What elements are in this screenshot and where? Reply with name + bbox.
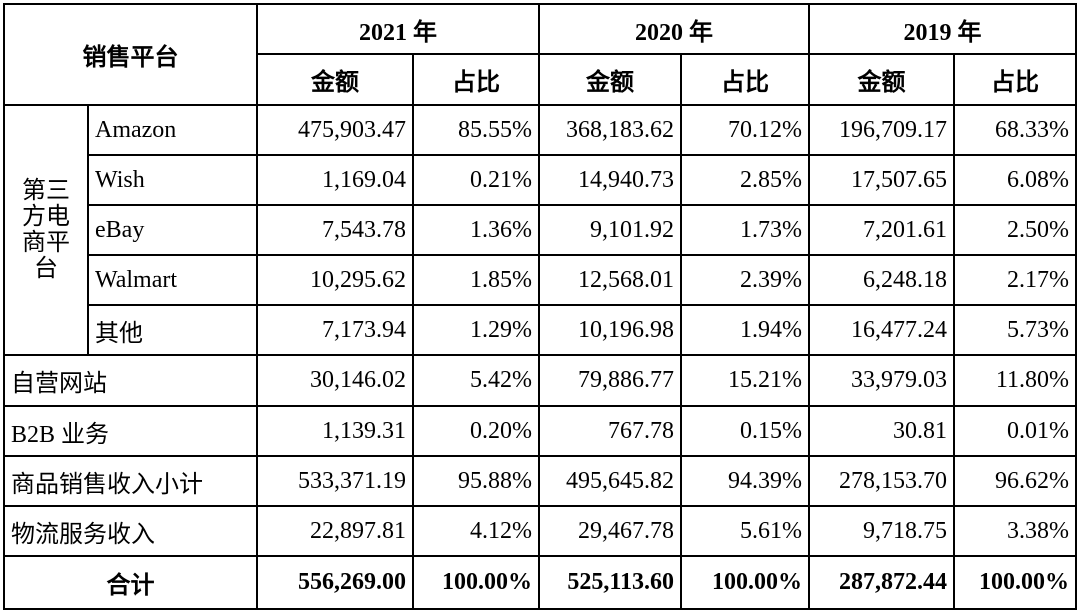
header-row-years: 销售平台 2021 年 2020 年 2019 年 [3, 3, 1077, 106]
total-value: 100.00% [680, 555, 810, 610]
year-header-2021: 2021 年 [256, 3, 540, 55]
cell-value: 1.85% [412, 254, 540, 306]
cell-value: 1.29% [412, 304, 540, 356]
cell-value: 79,886.77 [538, 354, 682, 407]
total-row: 合计 556,269.00 100.00% 525,113.60 100.00%… [3, 555, 1077, 610]
cell-value: 85.55% [412, 104, 540, 156]
total-value: 556,269.00 [256, 555, 414, 610]
total-value: 100.00% [412, 555, 540, 610]
table-row: eBay 7,543.78 1.36% 9,101.92 1.73% 7,201… [4, 204, 1077, 256]
cell-value: 4.12% [412, 505, 540, 557]
cell-value: 14,940.73 [538, 154, 682, 206]
cell-value: 10,295.62 [256, 254, 414, 306]
cell-value: 94.39% [680, 455, 810, 507]
cell-value: 6.08% [953, 154, 1077, 206]
row-label: Walmart [87, 254, 258, 306]
ratio-header: 占比 [680, 53, 810, 106]
row-label: 商品销售收入小计 [3, 455, 258, 507]
table-row: 商品销售收入小计 533,371.19 95.88% 495,645.82 94… [3, 455, 1077, 507]
ratio-header: 占比 [953, 53, 1077, 106]
cell-value: 278,153.70 [808, 455, 955, 507]
cell-value: 2.39% [680, 254, 810, 306]
cell-value: 368,183.62 [538, 104, 682, 156]
total-value: 287,872.44 [808, 555, 955, 610]
cell-value: 475,903.47 [256, 104, 414, 156]
row-label: Wish [87, 154, 258, 206]
sales-platform-table: 销售平台 2021 年 2020 年 2019 年 金额 占比 金额 占比 金额… [3, 3, 1077, 610]
table-row: Walmart 10,295.62 1.85% 12,568.01 2.39% … [4, 254, 1077, 306]
total-label: 合计 [3, 555, 258, 610]
cell-value: 1,169.04 [256, 154, 414, 206]
cell-value: 767.78 [538, 405, 682, 457]
cell-value: 9,101.92 [538, 204, 682, 256]
total-value: 100.00% [953, 555, 1077, 610]
cell-value: 30,146.02 [256, 354, 414, 407]
row-label: 其他 [87, 304, 258, 356]
cell-value: 495,645.82 [538, 455, 682, 507]
cell-value: 5.61% [680, 505, 810, 557]
cell-value: 33,979.03 [808, 354, 955, 407]
cell-value: 95.88% [412, 455, 540, 507]
cell-value: 0.01% [953, 405, 1077, 457]
row-label: 物流服务收入 [3, 505, 258, 557]
ratio-header: 占比 [412, 53, 540, 106]
table-row: 物流服务收入 22,897.81 4.12% 29,467.78 5.61% 9… [3, 505, 1077, 557]
year-header-2019: 2019 年 [808, 3, 1077, 55]
cell-value: 5.42% [412, 354, 540, 407]
row-label: Amazon [87, 104, 258, 156]
cell-value: 196,709.17 [808, 104, 955, 156]
cell-value: 9,718.75 [808, 505, 955, 557]
cell-value: 11.80% [953, 354, 1077, 407]
table-row: 其他 7,173.94 1.29% 10,196.98 1.94% 16,477… [4, 304, 1077, 356]
cell-value: 5.73% [953, 304, 1077, 356]
cell-value: 68.33% [953, 104, 1077, 156]
cell-value: 30.81 [808, 405, 955, 457]
table-row: B2B 业务 1,139.31 0.20% 767.78 0.15% 30.81… [3, 405, 1077, 457]
cell-value: 12,568.01 [538, 254, 682, 306]
cell-value: 29,467.78 [538, 505, 682, 557]
cell-value: 1.73% [680, 204, 810, 256]
cell-value: 7,543.78 [256, 204, 414, 256]
amount-header: 金额 [256, 53, 414, 106]
amount-header: 金额 [538, 53, 682, 106]
cell-value: 0.21% [412, 154, 540, 206]
total-value: 525,113.60 [538, 555, 682, 610]
cell-value: 16,477.24 [808, 304, 955, 356]
header-row-metrics: 金额 占比 金额 占比 金额 占比 [4, 53, 1077, 106]
cell-value: 6,248.18 [808, 254, 955, 306]
row-label: B2B 业务 [3, 405, 258, 457]
cell-value: 2.17% [953, 254, 1077, 306]
cell-value: 0.20% [412, 405, 540, 457]
table-row: Wish 1,169.04 0.21% 14,940.73 2.85% 17,5… [4, 154, 1077, 206]
cell-value: 1.94% [680, 304, 810, 356]
cell-value: 96.62% [953, 455, 1077, 507]
table-row: 自营网站 30,146.02 5.42% 79,886.77 15.21% 33… [3, 354, 1077, 407]
table-row: 第三 方电 商平 台 Amazon 475,903.47 85.55% 368,… [3, 104, 1077, 356]
cell-value: 1,139.31 [256, 405, 414, 457]
cell-value: 17,507.65 [808, 154, 955, 206]
cell-value: 1.36% [412, 204, 540, 256]
amount-header: 金额 [808, 53, 955, 106]
third-party-platform-group-label: 第三 方电 商平 台 [3, 104, 89, 356]
cell-value: 533,371.19 [256, 455, 414, 507]
cell-value: 7,173.94 [256, 304, 414, 356]
cell-value: 2.50% [953, 204, 1077, 256]
cell-value: 7,201.61 [808, 204, 955, 256]
year-header-2020: 2020 年 [538, 3, 810, 55]
row-label: 自营网站 [3, 354, 258, 407]
platform-header: 销售平台 [3, 3, 258, 106]
cell-value: 15.21% [680, 354, 810, 407]
cell-value: 10,196.98 [538, 304, 682, 356]
cell-value: 22,897.81 [256, 505, 414, 557]
cell-value: 70.12% [680, 104, 810, 156]
cell-value: 0.15% [680, 405, 810, 457]
row-label: eBay [87, 204, 258, 256]
cell-value: 3.38% [953, 505, 1077, 557]
cell-value: 2.85% [680, 154, 810, 206]
